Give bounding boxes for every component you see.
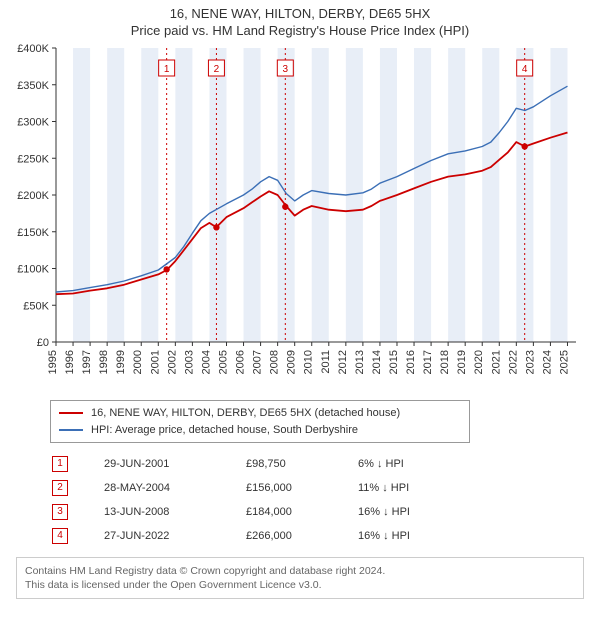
y-tick-label: £50K [23,300,49,312]
legend-box: 16, NENE WAY, HILTON, DERBY, DE65 5HX (d… [50,400,470,443]
year-band [107,48,124,342]
x-tick-label: 2024 [541,350,553,374]
event-delta: 11% ↓ HPI [358,477,458,499]
x-tick-label: 2004 [200,350,212,374]
year-band [414,48,431,342]
y-tick-label: £300K [17,117,49,129]
x-tick-label: 2007 [252,350,264,374]
event-marker-number: 1 [164,64,170,75]
x-tick-label: 2006 [235,350,247,374]
x-tick-label: 2022 [507,350,519,374]
x-tick-label: 2009 [286,350,298,374]
x-tick-label: 2025 [558,350,570,374]
y-tick-label: £100K [17,264,49,276]
year-band [175,48,192,342]
table-row: 2 28-MAY-2004£156,00011% ↓ HPI [52,477,458,499]
event-delta: 16% ↓ HPI [358,525,458,547]
x-tick-label: 2011 [320,350,332,374]
table-row: 1 29-JUN-2001£98,7506% ↓ HPI [52,453,458,475]
x-tick-label: 2000 [132,350,144,374]
x-tick-label: 2014 [371,350,383,374]
x-tick-label: 1998 [98,350,110,374]
event-price: £266,000 [246,525,356,547]
x-tick-label: 2002 [166,350,178,374]
year-band [448,48,465,342]
event-price: £98,750 [246,453,356,475]
x-tick-label: 2019 [456,350,468,374]
legend-label: 16, NENE WAY, HILTON, DERBY, DE65 5HX (d… [91,405,400,422]
title-subtitle: Price paid vs. HM Land Registry's House … [8,23,592,38]
event-badge: 1 [52,456,68,472]
event-marker-number: 4 [522,64,528,75]
footer-line1: Contains HM Land Registry data © Crown c… [25,564,575,578]
x-tick-label: 2008 [269,350,281,374]
event-marker-number: 2 [214,64,220,75]
x-tick-label: 2012 [337,350,349,374]
year-band [312,48,329,342]
x-tick-label: 2003 [183,350,195,374]
title-block: 16, NENE WAY, HILTON, DERBY, DE65 5HX Pr… [8,6,592,38]
title-address: 16, NENE WAY, HILTON, DERBY, DE65 5HX [8,6,592,21]
x-tick-label: 2023 [524,350,536,374]
event-badge: 4 [52,528,68,544]
legend-row: HPI: Average price, detached house, Sout… [59,422,461,439]
x-tick-label: 2001 [149,350,161,374]
x-tick-label: 2020 [473,350,485,374]
x-tick-label: 1997 [81,350,93,374]
event-marker-number: 3 [283,64,289,75]
x-tick-label: 2017 [422,350,434,374]
event-date: 27-JUN-2022 [104,525,244,547]
x-tick-label: 2010 [303,350,315,374]
year-band [482,48,499,342]
event-delta: 16% ↓ HPI [358,501,458,523]
x-tick-label: 2013 [354,350,366,374]
legend-row: 16, NENE WAY, HILTON, DERBY, DE65 5HX (d… [59,405,461,422]
x-tick-label: 2016 [405,350,417,374]
year-band [209,48,226,342]
event-delta: 6% ↓ HPI [358,453,458,475]
y-tick-label: £150K [17,227,49,239]
event-badge: 2 [52,480,68,496]
chart: £0 £50K £100K £150K £200K £250K £300K £350K £400… [8,42,592,392]
footer-attribution: Contains HM Land Registry data © Crown c… [16,557,584,599]
x-tick-label: 2021 [490,350,502,374]
x-tick-label: 2015 [388,350,400,374]
year-band [244,48,261,342]
y-tick-label: £0 [37,337,49,349]
x-tick-label: 2005 [217,350,229,374]
table-row: 3 13-JUN-2008£184,00016% ↓ HPI [52,501,458,523]
year-band [550,48,567,342]
events-table: 129-JUN-2001£98,7506% ↓ HPI228-MAY-2004£… [50,451,460,549]
event-price: £156,000 [246,477,356,499]
chart-svg: £0 £50K £100K £150K £200K £250K £300K £350K £400… [8,42,592,392]
legend-swatch [59,429,83,431]
y-tick-label: £250K [17,153,49,165]
event-date: 29-JUN-2001 [104,453,244,475]
footer-line2: This data is licensed under the Open Gov… [25,578,575,592]
event-date: 28-MAY-2004 [104,477,244,499]
event-date: 13-JUN-2008 [104,501,244,523]
x-tick-label: 1996 [64,350,76,374]
legend-label: HPI: Average price, detached house, Sout… [91,422,358,439]
x-tick-label: 1999 [115,350,127,374]
year-band [73,48,90,342]
x-tick-label: 2018 [439,350,451,374]
year-band [141,48,158,342]
legend-swatch [59,412,83,414]
y-tick-label: £200K [17,190,49,202]
x-tick-label: 1995 [47,350,59,374]
table-row: 4 27-JUN-2022£266,00016% ↓ HPI [52,525,458,547]
y-tick-label: £350K [17,80,49,92]
year-band [278,48,295,342]
event-price: £184,000 [246,501,356,523]
event-badge: 3 [52,504,68,520]
y-tick-label: £400K [17,43,49,55]
